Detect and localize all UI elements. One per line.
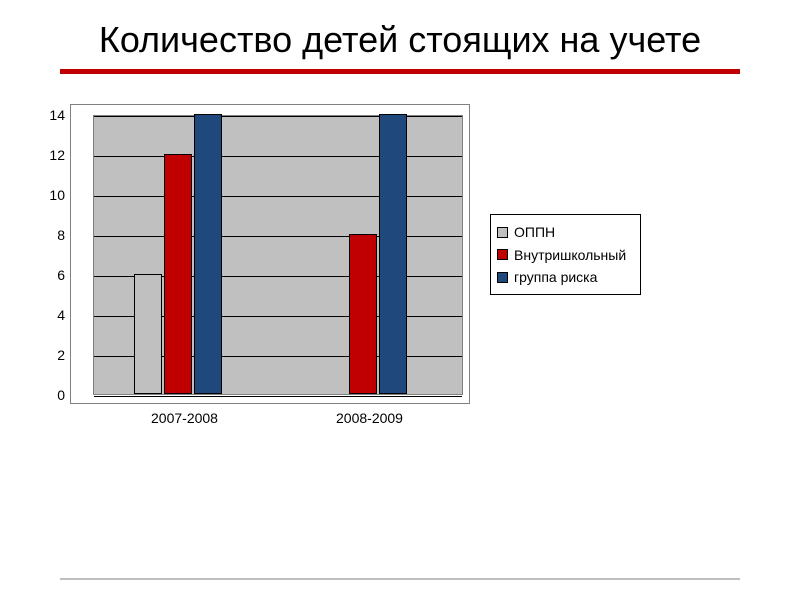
plot-inner xyxy=(93,115,463,395)
legend: ОППНВнутришкольныйгруппа риска xyxy=(490,214,641,295)
legend-label: ОППН xyxy=(514,221,555,243)
title-underline xyxy=(60,69,740,74)
chart-box: 02468101214 2007-20082008-2009 xyxy=(70,104,470,426)
legend-swatch xyxy=(497,249,508,260)
y-tick-label: 10 xyxy=(49,187,71,203)
footer-rule xyxy=(60,578,740,580)
y-tick-label: 4 xyxy=(57,307,71,323)
slide-title: Количество детей стоящих на учете xyxy=(60,18,740,61)
y-tick-label: 2 xyxy=(57,347,71,363)
y-tick-label: 14 xyxy=(49,107,71,123)
y-tick-label: 6 xyxy=(57,267,71,283)
legend-item: ОППН xyxy=(497,221,626,243)
legend-swatch xyxy=(497,272,508,283)
x-axis-labels: 2007-20082008-2009 xyxy=(92,410,462,426)
y-tick-label: 12 xyxy=(49,147,71,163)
bar-ОППН xyxy=(134,274,162,394)
y-tick-label: 8 xyxy=(57,227,71,243)
legend-item: группа риска xyxy=(497,266,626,288)
plot-outer: 02468101214 xyxy=(70,104,470,404)
legend-item: Внутришкольный xyxy=(497,244,626,266)
legend-label: Внутришкольный xyxy=(514,244,626,266)
x-tick-label: 2007-2008 xyxy=(92,410,277,426)
bar-группа риска xyxy=(379,114,407,394)
bar-Внутришкольный xyxy=(349,234,377,394)
gridline xyxy=(94,396,462,397)
slide: Количество детей стоящих на учете 024681… xyxy=(0,0,800,600)
bar-Внутришкольный xyxy=(164,154,192,394)
chart-area: 02468101214 2007-20082008-2009 ОППНВнутр… xyxy=(70,104,740,426)
legend-swatch xyxy=(497,227,508,238)
bar-группа риска xyxy=(194,114,222,394)
x-tick-label: 2008-2009 xyxy=(277,410,462,426)
legend-label: группа риска xyxy=(514,266,597,288)
y-tick-label: 0 xyxy=(57,387,71,403)
